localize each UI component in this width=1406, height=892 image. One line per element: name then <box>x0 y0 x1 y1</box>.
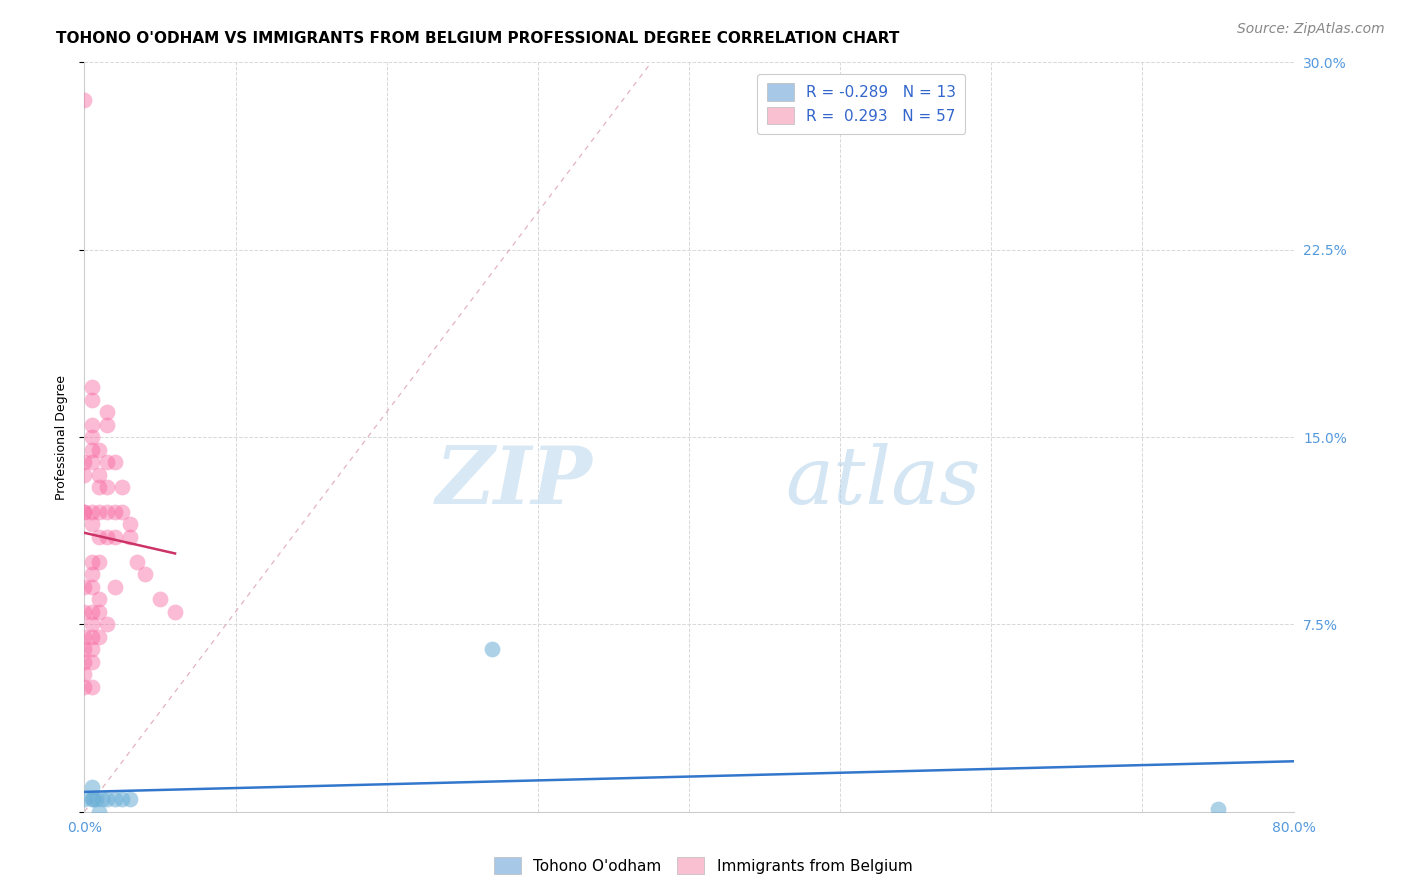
Point <box>89 505 111 519</box>
Point <box>73 605 96 619</box>
Point <box>165 605 187 619</box>
Point <box>96 792 118 806</box>
Point <box>80 680 103 694</box>
Point <box>104 530 127 544</box>
Point <box>89 555 111 569</box>
Point <box>80 380 103 394</box>
Point <box>73 680 96 694</box>
Text: Source: ZipAtlas.com: Source: ZipAtlas.com <box>1237 22 1385 37</box>
Point <box>118 530 141 544</box>
Point <box>80 455 103 469</box>
Point <box>89 805 111 819</box>
Point <box>80 630 103 644</box>
Point <box>73 467 96 482</box>
Text: TOHONO O'ODHAM VS IMMIGRANTS FROM BELGIUM PROFESSIONAL DEGREE CORRELATION CHART: TOHONO O'ODHAM VS IMMIGRANTS FROM BELGIU… <box>56 31 900 46</box>
Point <box>82 792 104 806</box>
Point <box>104 580 127 594</box>
Point <box>86 792 108 806</box>
Point <box>111 792 134 806</box>
Point <box>73 580 96 594</box>
Point <box>80 605 103 619</box>
Point <box>80 430 103 444</box>
Point <box>96 405 118 419</box>
Point <box>80 617 103 632</box>
Point <box>73 505 96 519</box>
Point <box>118 792 141 806</box>
Point <box>73 792 96 806</box>
Point <box>73 93 96 107</box>
Point <box>104 792 127 806</box>
Point <box>89 605 111 619</box>
Point <box>111 480 134 494</box>
Point <box>80 417 103 432</box>
Point <box>127 555 149 569</box>
Point <box>96 530 118 544</box>
Point <box>1206 802 1229 816</box>
Point <box>149 592 172 607</box>
Text: ZIP: ZIP <box>436 443 592 521</box>
Point <box>80 642 103 657</box>
Point <box>80 392 103 407</box>
Point <box>80 655 103 669</box>
Point <box>73 630 96 644</box>
Point <box>96 417 118 432</box>
Point <box>80 505 103 519</box>
Point <box>96 455 118 469</box>
Point <box>118 517 141 532</box>
Legend: R = -0.289   N = 13, R =  0.293   N = 57: R = -0.289 N = 13, R = 0.293 N = 57 <box>758 74 966 134</box>
Point <box>73 667 96 681</box>
Text: atlas: atlas <box>786 443 981 521</box>
Point <box>91 792 114 806</box>
Point <box>73 655 96 669</box>
Point <box>73 642 96 657</box>
Point <box>73 505 96 519</box>
Point <box>80 792 103 806</box>
Point <box>111 505 134 519</box>
Point <box>481 642 503 657</box>
Point <box>73 455 96 469</box>
Point <box>96 505 118 519</box>
Point <box>104 455 127 469</box>
Y-axis label: Professional Degree: Professional Degree <box>55 375 67 500</box>
Point <box>80 555 103 569</box>
Point <box>80 580 103 594</box>
Point <box>80 517 103 532</box>
Point <box>89 592 111 607</box>
Point <box>80 567 103 582</box>
Point <box>96 617 118 632</box>
Point <box>89 467 111 482</box>
Point <box>96 480 118 494</box>
Legend: Tohono O'odham, Immigrants from Belgium: Tohono O'odham, Immigrants from Belgium <box>488 851 918 880</box>
Point <box>89 480 111 494</box>
Point <box>89 530 111 544</box>
Point <box>134 567 156 582</box>
Point <box>89 630 111 644</box>
Point <box>89 442 111 457</box>
Point <box>80 780 103 794</box>
Point <box>104 505 127 519</box>
Point <box>80 442 103 457</box>
